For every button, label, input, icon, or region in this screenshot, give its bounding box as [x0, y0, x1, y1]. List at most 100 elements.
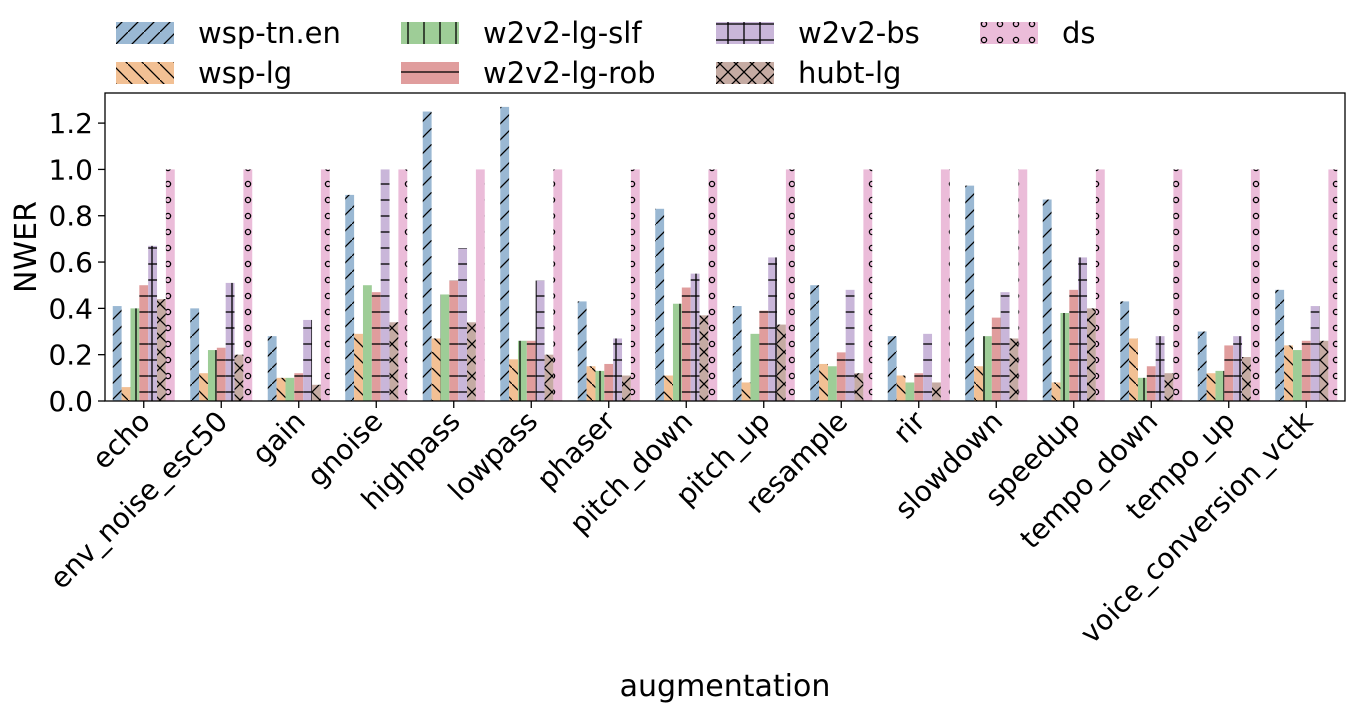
bar-w2v2-lg-rob-env_noise_esc50: [216, 347, 226, 401]
bar-wsp-tn.en-voice_conversion_vctk: [1275, 289, 1285, 401]
legend-entry-w2v2-bs: w2v2-bs: [716, 16, 920, 50]
x-axis-label: augmentation: [620, 669, 831, 704]
bar-hubt-lg-resample: [854, 373, 864, 401]
y-tick-label: 0.6: [48, 246, 93, 279]
bar-wsp-lg-pitch_down: [664, 375, 673, 401]
bar-wsp-tn.en-resample: [810, 285, 820, 401]
bar-w2v2-bs-slowdown: [1000, 292, 1010, 401]
bar-ds-pitch_down: [708, 169, 718, 401]
bar-w2v2-lg-rob-slowdown: [991, 317, 1001, 401]
bar-w2v2-lg-slf-voice_conversion_vctk: [1292, 350, 1302, 401]
bar-wsp-tn.en-pitch_down: [655, 208, 665, 401]
bar-wsp-tn.en-rir: [887, 336, 897, 401]
bar-w2v2-bs-highpass: [458, 248, 468, 401]
legend-swatch: [716, 22, 774, 44]
bar-wsp-lg-lowpass: [509, 359, 518, 401]
legend-entry-hubt-lg: hubt-lg: [716, 56, 901, 90]
bar-ds-phaser: [630, 169, 640, 401]
bar-w2v2-bs-tempo_up: [1233, 336, 1243, 401]
bar-w2v2-lg-rob-lowpass: [526, 340, 536, 401]
bar-ds-voice_conversion_vctk: [1328, 169, 1338, 401]
bar-ds-speedup: [1095, 169, 1105, 401]
legend-swatch: [116, 22, 174, 44]
bar-group-echo: [112, 169, 175, 401]
bar-hubt-lg-echo: [157, 299, 166, 401]
bar-wsp-lg-resample: [819, 363, 828, 401]
bar-w2v2-lg-slf-highpass: [440, 294, 450, 401]
bar-w2v2-lg-slf-phaser: [595, 370, 605, 401]
bar-wsp-tn.en-env_noise_esc50: [190, 308, 200, 401]
x-tick-label-rir: rir: [887, 404, 932, 449]
bar-w2v2-bs-rir: [923, 333, 933, 401]
bar-w2v2-lg-slf-pitch_up: [750, 333, 760, 401]
bar-hubt-lg-lowpass: [544, 354, 554, 401]
bar-wsp-lg-env_noise_esc50: [199, 373, 208, 401]
bar-w2v2-lg-rob-tempo_down: [1146, 366, 1156, 401]
bar-group-slowdown: [965, 169, 1028, 401]
bar-wsp-lg-slowdown: [974, 366, 983, 401]
bar-group-lowpass: [500, 106, 563, 401]
bar-w2v2-lg-rob-speedup: [1069, 289, 1079, 401]
bar-w2v2-bs-lowpass: [535, 280, 545, 401]
bar-w2v2-lg-slf-speedup: [1060, 313, 1070, 401]
bar-w2v2-lg-rob-tempo_up: [1224, 345, 1234, 401]
bar-w2v2-lg-rob-rir: [914, 373, 924, 401]
bar-ds-echo: [165, 169, 175, 401]
bar-hubt-lg-pitch_down: [699, 315, 709, 401]
legend: wsp-tn.en wsp-lg w2v2-lg-slf w2v2-lg-rob w2v…: [116, 16, 1096, 90]
y-axis-label: NWER: [9, 201, 44, 293]
bar-hubt-lg-env_noise_esc50: [234, 354, 244, 401]
bar-wsp-tn.en-echo: [112, 306, 122, 401]
bar-hubt-lg-gain: [312, 384, 321, 401]
bar-group-env_noise_esc50: [190, 169, 253, 401]
bar-wsp-lg-phaser: [586, 366, 596, 401]
bar-ds-slowdown: [1018, 169, 1028, 401]
bar-w2v2-lg-slf-tempo_down: [1137, 377, 1147, 401]
bar-group-tempo_up: [1197, 169, 1260, 401]
bar-w2v2-lg-rob-pitch_down: [681, 287, 691, 401]
bar-wsp-lg-voice_conversion_vctk: [1284, 345, 1293, 401]
bar-hubt-lg-gnoise: [389, 322, 399, 401]
bar-w2v2-lg-rob-phaser: [604, 363, 614, 401]
bar-hubt-lg-rir: [932, 382, 941, 401]
plot-frame: [104, 92, 1346, 402]
y-axis: 0.0 0.2 0.4 0.6 0.8 1.0 1.2: [48, 107, 105, 418]
bar-wsp-tn.en-tempo_up: [1197, 331, 1207, 401]
bar-group-speedup: [1042, 169, 1105, 401]
legend-swatch: [716, 62, 774, 84]
bar-hubt-lg-voice_conversion_vctk: [1319, 340, 1329, 401]
bar-wsp-tn.en-gain: [267, 336, 277, 401]
bar-w2v2-lg-slf-env_noise_esc50: [207, 350, 217, 401]
bar-wsp-tn.en-pitch_up: [732, 306, 742, 401]
bar-w2v2-lg-slf-gain: [285, 377, 295, 401]
bar-ds-gain: [320, 169, 330, 401]
bar-w2v2-lg-rob-resample: [836, 352, 846, 401]
legend-label: ds: [1062, 16, 1096, 50]
bar-w2v2-bs-tempo_down: [1155, 336, 1165, 401]
bar-w2v2-lg-slf-resample: [827, 366, 837, 401]
bar-hubt-lg-tempo_down: [1164, 373, 1174, 401]
bar-hubt-lg-speedup: [1087, 308, 1096, 401]
bar-w2v2-bs-voice_conversion_vctk: [1310, 306, 1320, 401]
bar-hubt-lg-slowdown: [1009, 338, 1019, 401]
legend-swatch: [980, 22, 1038, 44]
legend-entry-wsp-tn.en: wsp-tn.en: [116, 16, 341, 50]
bar-w2v2-lg-slf-tempo_up: [1215, 370, 1225, 401]
y-tick-label: 0.4: [48, 292, 93, 325]
bar-ds-highpass: [475, 169, 485, 401]
y-tick-label: 0.8: [48, 200, 93, 233]
bar-hubt-lg-pitch_up: [777, 324, 786, 401]
bar-group-tempo_down: [1120, 169, 1183, 401]
bar-w2v2-bs-pitch_up: [768, 257, 778, 401]
bar-wsp-lg-tempo_down: [1129, 338, 1138, 401]
legend-label: wsp-lg: [198, 56, 292, 90]
bar-ds-env_noise_esc50: [243, 169, 253, 401]
bar-wsp-tn.en-gnoise: [345, 194, 355, 401]
bars-group: [112, 106, 1338, 402]
bar-wsp-lg-highpass: [431, 338, 441, 401]
bar-ds-tempo_up: [1250, 169, 1260, 401]
bar-wsp-tn.en-tempo_down: [1120, 301, 1130, 401]
bar-wsp-tn.en-slowdown: [965, 185, 975, 401]
